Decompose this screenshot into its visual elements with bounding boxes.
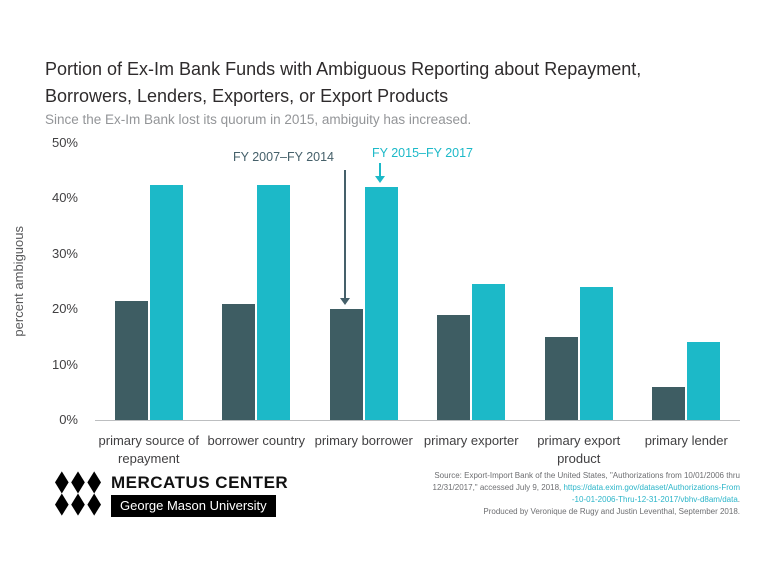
plot-area [95, 143, 740, 421]
y-axis-title: percent ambiguous [10, 226, 26, 337]
chart-subtitle: Since the Ex-Im Bank lost its quorum in … [45, 112, 472, 127]
y-tick-label-40%: 40% [51, 190, 78, 206]
bar-series1-category1 [114, 300, 148, 420]
category-label-6: primary lender [644, 433, 728, 448]
source-url-link[interactable]: https://data.exim.gov/dataset/Authorizat… [563, 483, 740, 492]
y-axis-tick-labels: 50% 40% 30% 20% 10% 0% [34, 135, 86, 427]
george-mason-university-label: George Mason University [111, 495, 276, 517]
category-label-4: primary exporter [423, 433, 519, 448]
bar-group-3 [310, 143, 418, 420]
bar-series2-category5 [579, 287, 613, 420]
source-note: Source: Export-Import Bank of the United… [350, 470, 740, 518]
source-line3: -10-01-2006-Thru-12-31-2017/vbhv-d8am/da… [350, 494, 740, 506]
source-url-link-continued[interactable]: -10-01-2006-Thru-12-31-2017/vbhv-d8am/da… [571, 495, 738, 504]
bar-series1-category2 [222, 303, 256, 420]
bar-group-1 [95, 143, 203, 420]
category-label-1: primary source of repayment [98, 433, 199, 466]
bar-series1-category3 [329, 309, 363, 420]
source-line1: Source: Export-Import Bank of the United… [434, 471, 740, 480]
chart-title-line1: Portion of Ex-Im Bank Funds with Ambiguo… [45, 59, 642, 79]
bar-series1-category4 [437, 314, 471, 420]
bar-group-6 [633, 143, 741, 420]
mercatus-emblem-icon [55, 471, 101, 516]
down-arrow-dark-icon [344, 170, 346, 298]
bar-series1-category5 [544, 336, 578, 420]
source-line2-text: 12/31/2017," accessed July 9, 2018, [432, 483, 564, 492]
category-label-5: primary export product [537, 433, 621, 466]
bar-series2-category6 [687, 342, 721, 420]
source-line3-text: . [737, 495, 740, 504]
chart-title-line2: Borrowers, Lenders, Exporters, or Export… [45, 86, 449, 106]
category-label-3: primary borrower [314, 433, 413, 448]
bar-series2-category4 [472, 284, 506, 420]
y-tick-label-10%: 10% [51, 356, 78, 372]
source-line2: 12/31/2017," accessed July 9, 2018, http… [350, 482, 740, 494]
y-tick-label-50%: 50% [51, 135, 78, 150]
bar-series2-category2 [257, 184, 291, 420]
mercatus-logo-text: MERCATUS CENTER George Mason University [111, 473, 288, 517]
x-axis-category-labels: primary source of repayment borrower coun… [95, 432, 740, 467]
down-arrow-teal-icon-head [375, 176, 385, 183]
down-arrow-dark-icon-head [340, 298, 350, 305]
down-arrow-teal-icon [379, 163, 381, 176]
bar-group-4 [418, 143, 526, 420]
source-line4: Produced by Veronique de Rugy and Justin… [483, 507, 740, 516]
category-label-2: borrower country [207, 433, 306, 448]
bar-series2-category1 [149, 184, 183, 420]
bar-series1-category6 [652, 386, 686, 420]
mercatus-center-wordmark: MERCATUS CENTER [111, 473, 289, 492]
bar-series2-category3 [364, 187, 398, 420]
bar-group-2 [203, 143, 311, 420]
legend-label-fy2007-2014: FY 2007–FY 2014 [233, 150, 335, 164]
bar-group-5 [525, 143, 633, 420]
legend-label-fy2015-2017: FY 2015–FY 2017 [372, 146, 474, 160]
chart-title: Portion of Ex-Im Bank Funds with Ambiguo… [45, 56, 735, 110]
y-tick-label-30%: 30% [51, 245, 78, 261]
y-tick-label-20%: 20% [51, 301, 78, 317]
y-tick-label-0%: 0% [59, 412, 78, 427]
mercatus-logo: MERCATUS CENTER George Mason University [55, 467, 288, 520]
